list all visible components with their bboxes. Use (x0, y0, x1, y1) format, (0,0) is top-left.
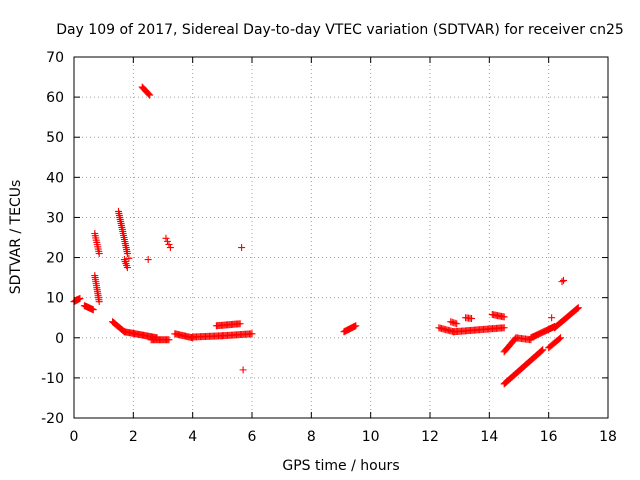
x-tick-label: 10 (362, 429, 380, 445)
data-point (146, 91, 154, 99)
data-points (70, 83, 582, 388)
data-point (73, 296, 81, 304)
y-tick-label: -10 (41, 371, 64, 387)
y-axis-label: SDTVAR / TECUs (8, 180, 24, 295)
y-tick-label: 70 (46, 50, 64, 66)
x-tick-label: 8 (307, 429, 316, 445)
data-point (125, 254, 133, 262)
data-point (89, 306, 97, 314)
data-point (165, 240, 173, 248)
x-tick-label: 4 (188, 429, 197, 445)
x-tick-label: 6 (248, 429, 257, 445)
data-point (123, 250, 131, 258)
y-tick-label: 20 (46, 251, 64, 267)
tick-labels: 0 2 4 6 8 10 12 14 16 18 -20 -10 0 10 20 30 40 50 60 70 (41, 50, 617, 445)
data-point (95, 298, 103, 306)
data-point (574, 304, 582, 312)
data-point (163, 237, 171, 245)
x-tick-label: 2 (129, 429, 138, 445)
y-tick-label: 50 (46, 130, 64, 146)
data-point (468, 315, 476, 323)
data-point (76, 294, 84, 302)
data-point (558, 278, 566, 286)
data-point (165, 336, 173, 344)
data-point (538, 347, 546, 355)
data-point (238, 244, 246, 252)
data-point (557, 334, 565, 342)
data-point (573, 305, 581, 313)
data-point (573, 304, 581, 312)
data-point (123, 264, 131, 272)
chart-title: Day 109 of 2017, Sidereal Day-to-day VTE… (56, 22, 624, 38)
x-tick-label: 18 (599, 429, 617, 445)
data-point (453, 320, 461, 328)
x-axis-label: GPS time / hours (282, 458, 399, 474)
data-point (166, 244, 174, 252)
data-point (239, 366, 247, 374)
x-tick-label: 12 (421, 429, 439, 445)
data-point (537, 347, 545, 355)
y-tick-label: 60 (46, 90, 64, 106)
data-point (500, 313, 508, 321)
data-point (555, 335, 563, 343)
x-tick-label: 16 (540, 429, 558, 445)
grid (74, 57, 608, 418)
data-point (95, 250, 103, 258)
x-tick-label: 0 (70, 429, 79, 445)
data-point (352, 322, 360, 330)
data-point (236, 320, 244, 328)
data-point (248, 330, 256, 338)
data-point (162, 234, 170, 242)
plot-frame (73, 56, 609, 419)
data-point (539, 346, 547, 354)
y-tick-label: -20 (41, 411, 64, 427)
data-point (145, 90, 153, 98)
data-point (144, 256, 152, 264)
data-point (548, 314, 556, 322)
data-point (500, 324, 508, 332)
x-tick-label: 14 (480, 429, 498, 445)
y-tick-label: 40 (46, 170, 64, 186)
data-point (560, 276, 567, 284)
data-point (144, 89, 152, 97)
y-tick-label: 0 (55, 331, 64, 347)
y-tick-label: 30 (46, 210, 64, 226)
y-tick-label: 10 (46, 291, 64, 307)
